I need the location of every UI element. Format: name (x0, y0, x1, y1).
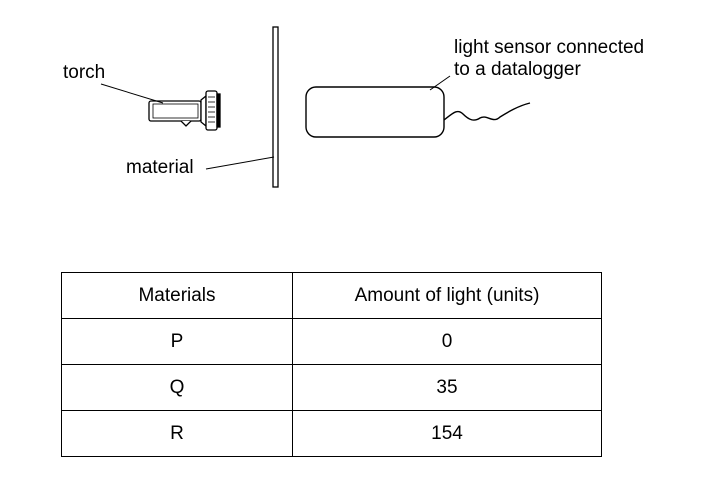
light-amount-cell: 154 (292, 410, 602, 457)
torch-icon (148, 90, 221, 131)
sensor-label-line1: light sensor connected (454, 37, 645, 58)
torch-leader-line (100, 83, 164, 104)
column-header-materials: Materials (61, 272, 293, 319)
sensor-leader-line (429, 75, 451, 91)
material-cell: R (61, 410, 293, 457)
light-amount-cell: 35 (292, 364, 602, 411)
sensor-label-line2: to a datalogger (454, 59, 581, 80)
results-table: Materials Amount of light (units) P 0 Q … (61, 272, 602, 457)
table-row: R 154 (61, 410, 602, 457)
material-label: material (126, 157, 194, 178)
torch-label: torch (63, 62, 106, 83)
light-amount-cell: 0 (292, 318, 602, 365)
sensor-label: light sensor connected to a datalogger (454, 37, 644, 81)
material-cell: Q (61, 364, 293, 411)
material-cell: P (61, 318, 293, 365)
experiment-diagram (100, 26, 531, 188)
column-header-amount-of-light: Amount of light (units) (292, 272, 602, 319)
sensor-cable (443, 102, 531, 121)
table-header-row: Materials Amount of light (units) (61, 272, 602, 319)
table-row: Q 35 (61, 364, 602, 411)
light-sensor (305, 86, 445, 138)
material-leader-line (205, 156, 275, 170)
table-row: P 0 (61, 318, 602, 365)
material-sheet (272, 26, 279, 188)
